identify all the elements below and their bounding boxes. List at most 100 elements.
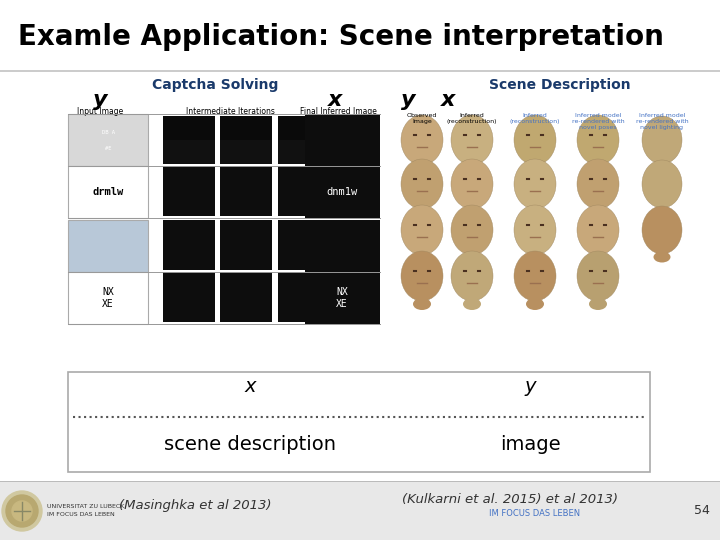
Text: y: y [524,376,536,395]
Bar [163,272,215,322]
FancyBboxPatch shape [68,372,650,472]
Ellipse shape [451,159,493,209]
Bar [278,220,330,270]
Bar [0,72,720,482]
Ellipse shape [577,205,619,255]
Text: drmlw: drmlw [92,187,124,197]
Bar [68,220,148,272]
Ellipse shape [463,298,481,310]
Ellipse shape [526,162,544,174]
Ellipse shape [401,159,443,209]
Ellipse shape [463,162,481,174]
Ellipse shape [451,205,493,255]
Bar [163,140,215,164]
Bar [68,114,148,166]
Bar [0,482,720,540]
Ellipse shape [413,298,431,310]
Bar [68,166,148,218]
Text: IM FOCUS DAS LEBEN: IM FOCUS DAS LEBEN [490,509,580,517]
Ellipse shape [589,252,607,264]
Bar [0,70,720,72]
Ellipse shape [589,162,607,174]
Bar [68,272,148,324]
Text: x: x [441,90,455,110]
Ellipse shape [401,205,443,255]
Bar [163,166,215,216]
Text: y: y [401,90,415,110]
Text: Intermediate Iterations: Intermediate Iterations [186,107,274,117]
Text: Inferred model
re-rendered with
novel poses: Inferred model re-rendered with novel po… [572,113,624,130]
Ellipse shape [577,115,619,165]
Text: image: image [500,435,560,454]
Circle shape [6,495,38,527]
Ellipse shape [589,206,607,218]
Text: scene description: scene description [164,435,336,454]
Ellipse shape [514,251,556,301]
Bar [278,116,330,140]
Bar [0,0,720,70]
Ellipse shape [514,159,556,209]
Bar [305,166,380,218]
Ellipse shape [514,205,556,255]
Bar [278,166,330,216]
Text: x: x [328,90,342,110]
Ellipse shape [642,116,682,164]
Text: #E: #E [104,145,112,151]
Bar [220,116,272,140]
Ellipse shape [526,298,544,310]
Ellipse shape [451,115,493,165]
Bar [220,272,272,322]
Ellipse shape [463,206,481,218]
Text: Inferred
(reconstruction): Inferred (reconstruction) [446,113,498,124]
Ellipse shape [463,252,481,264]
Ellipse shape [413,252,431,264]
Ellipse shape [413,206,431,218]
Bar [163,116,215,140]
Text: UNIVERSITAT ZU LUBECK: UNIVERSITAT ZU LUBECK [47,503,125,509]
Text: IM FOCUS DAS LEBEN: IM FOCUS DAS LEBEN [47,512,114,517]
Text: Inferred
(reconstruction): Inferred (reconstruction) [510,113,560,124]
Ellipse shape [413,162,431,174]
Text: DB A: DB A [102,130,114,134]
Text: x: x [244,376,256,395]
Bar [0,481,720,482]
Text: Inferred model
re-rendered with
novel lighting: Inferred model re-rendered with novel li… [636,113,688,130]
Ellipse shape [654,206,670,217]
Bar [305,114,380,166]
Bar [305,272,380,324]
Bar [305,220,380,272]
Ellipse shape [654,252,670,262]
Text: NX
XE: NX XE [102,287,114,309]
Ellipse shape [401,115,443,165]
Text: Scene Description: Scene Description [489,78,631,92]
Bar [220,220,272,270]
Bar [220,140,272,164]
Text: Observed
Image: Observed Image [407,113,437,124]
Ellipse shape [642,206,682,254]
Bar [278,272,330,322]
Ellipse shape [526,206,544,218]
Bar [220,166,272,216]
Text: (Masinghka et al 2013): (Masinghka et al 2013) [119,498,271,511]
Ellipse shape [654,161,670,172]
Ellipse shape [577,251,619,301]
Ellipse shape [526,252,544,264]
Text: Input Image: Input Image [77,107,123,117]
Ellipse shape [514,115,556,165]
Ellipse shape [577,159,619,209]
Ellipse shape [589,298,607,310]
Ellipse shape [451,251,493,301]
Circle shape [2,491,42,531]
Text: Examle Application: Scene interpretation: Examle Application: Scene interpretation [18,23,664,51]
Text: Final Inferred Image: Final Inferred Image [300,107,377,117]
Text: NX
XE: NX XE [336,287,348,309]
Text: (Kulkarni et al. 2015) et al 2013): (Kulkarni et al. 2015) et al 2013) [402,494,618,507]
Circle shape [12,501,32,521]
Text: Captcha Solving: Captcha Solving [152,78,278,92]
Bar [278,140,330,164]
Ellipse shape [401,251,443,301]
Bar [163,220,215,270]
Text: y: y [93,90,107,110]
Text: 54: 54 [694,504,710,517]
Ellipse shape [642,160,682,208]
